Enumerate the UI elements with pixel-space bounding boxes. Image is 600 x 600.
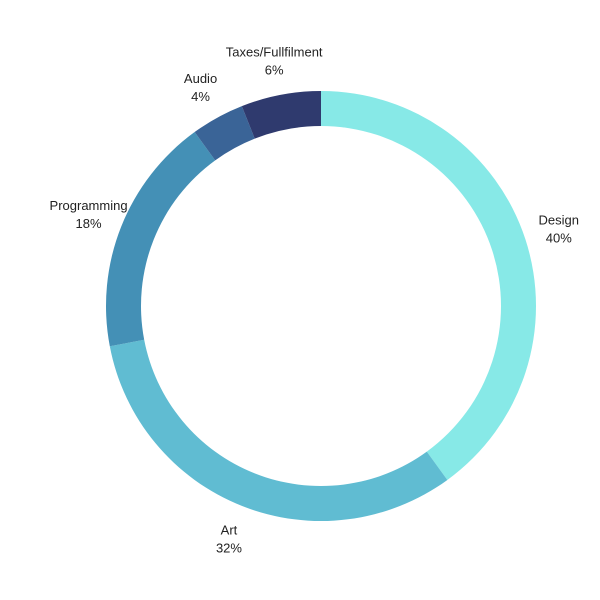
slice-taxes-fullfilment [241,91,321,139]
labels-layer: Design 40% Art 32% Programming 18% Audio 4% Taxe… [50,44,579,555]
slice-audio [194,106,255,161]
slice-label-programming: Programming 18% [50,198,128,231]
slice-percent-label: 6% [265,62,284,77]
slice-label-art: Art 32% [216,522,242,555]
slice-percent-label: 4% [191,89,210,104]
slice-category-label: Audio [184,71,217,86]
slice-art [109,339,448,521]
slice-percent-label: 32% [216,540,242,555]
slice-programming [106,132,216,347]
slice-category-label: Taxes/Fullfilment [226,44,323,59]
slice-category-label: Programming [50,198,128,213]
slice-percent-label: 18% [76,216,102,231]
slice-label-design: Design 40% [539,213,579,246]
slice-label-audio: Audio 4% [184,71,217,104]
slice-design [321,91,537,480]
slices-layer [106,91,537,521]
slice-percent-label: 40% [546,231,572,246]
slice-label-taxes-fullfilment: Taxes/Fullfilment 6% [226,44,323,77]
slice-category-label: Art [221,522,238,537]
slice-category-label: Design [539,213,579,228]
